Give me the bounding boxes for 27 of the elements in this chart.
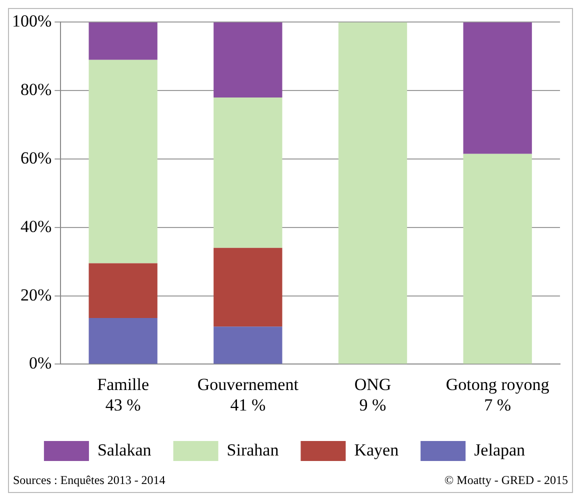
x-tick-label: ONG 9 % [354, 374, 392, 414]
bar [214, 248, 282, 327]
bar [214, 326, 282, 364]
y-tick-label: 60% [20, 148, 52, 168]
x-tick-label: Gotong royong 7 % [446, 374, 550, 414]
y-tick-label: 80% [20, 80, 52, 100]
legend-label: Salakan [97, 440, 152, 460]
bar [88, 22, 158, 60]
source-note: Sources : Enquêtes 2013 - 2014 [13, 473, 166, 488]
text: © Moatty - GRED - 2015 [444, 473, 568, 488]
bar [214, 22, 282, 98]
x-tick-label: Gouvernement 41 % [197, 374, 299, 414]
bar [338, 22, 408, 364]
bar [88, 263, 158, 318]
bar [214, 97, 282, 248]
bar [463, 154, 532, 364]
legend-label: Kayen [354, 440, 400, 460]
y-tick-label: 20% [20, 285, 52, 304]
y-tick-label: 40% [20, 216, 52, 236]
y-tick-label: 0% [28, 354, 52, 373]
legend-label: Sirahan [226, 440, 280, 460]
bar [463, 22, 532, 154]
x-tick-label: Famille 43 % [97, 374, 150, 414]
y-tick-label: 100% [12, 12, 52, 31]
legend-label: Jelapan [474, 440, 526, 460]
bar [88, 60, 158, 264]
bar [88, 318, 158, 364]
